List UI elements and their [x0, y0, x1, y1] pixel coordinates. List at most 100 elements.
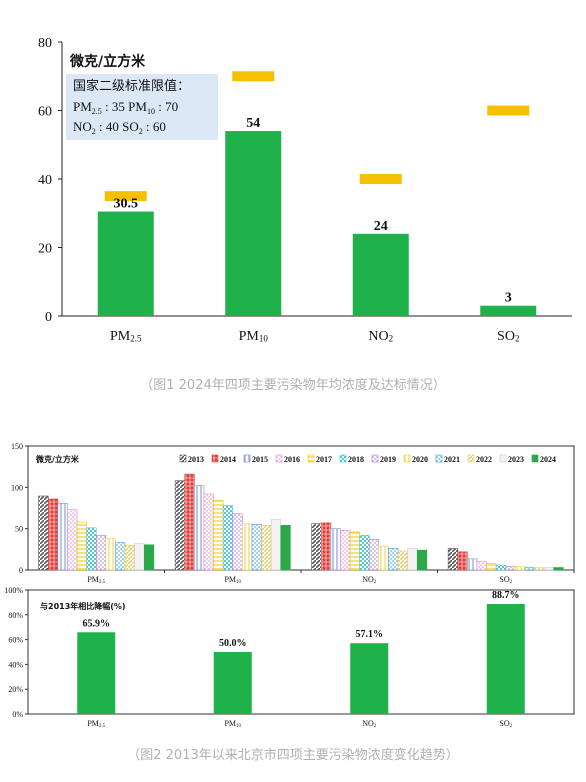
- bar-PM2.5-2021: [115, 542, 126, 571]
- figure1-unit-label: 微克/立方米: [69, 53, 146, 70]
- legend-swatch-2021: [435, 454, 443, 463]
- bar-PM10-2022: [261, 525, 272, 571]
- figure1-chart: 0 20 40 60 80 30.5 54 24 3 PM2.5 PM10 NO2 SO2 国家二级…: [38, 36, 572, 344]
- bar-PM10-2015: [194, 485, 205, 571]
- y-tick-label: 50: [15, 525, 23, 534]
- bar-NO2-2021: [388, 548, 399, 571]
- legend-label-2016: 2016: [284, 455, 300, 464]
- value-label-PM10: 50.0%: [219, 638, 247, 649]
- bar-PM10-2024: [280, 525, 291, 571]
- bar-NO2-2023: [407, 548, 418, 571]
- value-label-SO2: 3: [505, 291, 512, 306]
- bar-SO2-2024: [553, 567, 564, 571]
- legend-swatch-2023: [499, 454, 507, 463]
- standard-limit-box: 国家二级标准限值： PM2.5 : 35 PM10 : 70 NO2 : 40 …: [66, 74, 218, 140]
- bar-PM10-2020: [242, 523, 253, 571]
- figure2-legend: 2013 2014 2015 2016 2017 2018 2019 2020 2021 2022…: [179, 454, 556, 464]
- y-tick-label: 20%: [8, 685, 23, 694]
- legend-label-2024: 2024: [540, 455, 556, 464]
- category-label-PM10: PM10: [224, 575, 241, 585]
- figure1-caption: （图1 2024年四项主要污染物年均浓度及达标情况）: [140, 378, 446, 393]
- figure2-bottom-title: 与2013年相比降幅(%): [40, 601, 126, 611]
- y-tick-label: 100: [11, 483, 23, 492]
- bar-NO2-2024: [416, 549, 428, 571]
- figure2-bottom-value-labels: 65.9% 50.0% 57.1% 88.7%: [83, 590, 520, 649]
- bar-SO2-2018: [495, 564, 507, 571]
- figure1-bars: [97, 131, 537, 316]
- bar-SO2-2013: [447, 548, 459, 571]
- legend-swatch-2017: [307, 454, 315, 463]
- standard-box-line-2: NO2 : 40 SO2 : 60: [73, 119, 166, 136]
- bar-PM10-2023: [270, 519, 282, 571]
- value-label-NO2: 24: [374, 219, 388, 234]
- bar-PM2.5: [97, 211, 154, 316]
- category-label-PM2.5: PM2.5: [87, 575, 105, 585]
- legend-label-2017: 2017: [316, 455, 332, 464]
- bar-SO2-2020: [515, 566, 526, 571]
- figure2-top-frame: [27, 445, 575, 571]
- bar-SO2-2016: [476, 561, 487, 571]
- standard-box-line-1: PM2.5 : 35 PM10 : 70: [73, 99, 178, 116]
- value-label-NO2: 57.1%: [356, 629, 384, 640]
- bar-PM10-2013: [174, 480, 186, 571]
- category-label-PM10: PM10: [239, 329, 269, 344]
- bar-PM2.5-2018: [86, 527, 97, 571]
- bar-SO2-2014: [457, 551, 468, 571]
- figure2-bottom-axes: 0% 20% 40% 60% 80% 100%: [4, 586, 28, 719]
- figure1-value-labels: 30.5 54 24 3: [114, 116, 512, 306]
- y-tick-label: 0: [45, 310, 52, 325]
- bar-PM10-2017: [213, 500, 224, 571]
- bar-PM2.5: [77, 632, 116, 714]
- figure2-caption: （图2 2013年以来北京市四项主要污染物浓度变化趋势）: [127, 748, 459, 763]
- category-label-NO2: NO2: [362, 575, 377, 585]
- legend-label-2013: 2013: [188, 455, 204, 464]
- bar-NO2: [350, 643, 389, 714]
- bar-PM2.5-2013: [38, 495, 49, 571]
- legend-swatch-2024: [531, 454, 539, 463]
- legend-swatch-2019: [371, 454, 379, 463]
- bar-SO2-2019: [505, 566, 516, 571]
- bar-PM2.5-2022: [124, 544, 135, 571]
- bar-PM10-2018: [222, 505, 234, 571]
- bar-PM2.5-2016: [67, 509, 78, 571]
- bar-PM10: [225, 131, 282, 316]
- bar-NO2-2013: [311, 523, 322, 571]
- legend-swatch-2015: [243, 454, 251, 463]
- bar-PM2.5-2014: [47, 498, 59, 571]
- legend-label-2019: 2019: [380, 455, 396, 464]
- bar-NO2-2015: [330, 528, 341, 571]
- legend-label-2021: 2021: [444, 455, 460, 464]
- bar-SO2-2023: [543, 567, 555, 571]
- bar-PM10-2016: [203, 493, 214, 571]
- legend-swatch-2013: [179, 454, 187, 463]
- bar-SO2-2015: [467, 558, 478, 571]
- bar-PM2.5-2019: [95, 534, 107, 571]
- bar-NO2-2017: [349, 531, 360, 571]
- y-tick-label: 60: [38, 105, 52, 120]
- y-tick-label: 0: [19, 566, 23, 575]
- y-tick-label: 80%: [8, 611, 23, 620]
- value-label-PM2.5: 30.5: [114, 197, 139, 212]
- figure2-unit-label: 微克/立方米: [35, 454, 80, 464]
- figure2-top-axes: 0 50 100 150: [11, 442, 28, 575]
- legend-swatch-2014: [211, 454, 219, 463]
- bar-NO2-2016: [340, 530, 351, 571]
- y-tick-label: 0%: [12, 710, 23, 719]
- legend-swatch-2018: [339, 454, 347, 463]
- bar-SO2-2017: [486, 563, 497, 571]
- bar-PM10: [213, 652, 252, 714]
- legend-label-2023: 2023: [508, 455, 524, 464]
- legend-label-2018: 2018: [348, 455, 364, 464]
- figure2-bottom-bars: [77, 604, 525, 714]
- bar-PM2.5-2017: [76, 521, 87, 571]
- standard-mark-PM10: [232, 71, 275, 82]
- y-tick-label: 60%: [8, 636, 23, 645]
- bar-NO2-2019: [368, 539, 380, 571]
- bar-PM10-2019: [232, 513, 243, 571]
- value-label-SO2: 88.7%: [492, 590, 520, 601]
- bar-NO2: [352, 233, 409, 316]
- bar-NO2-2022: [397, 550, 408, 571]
- bar-NO2-2018: [359, 534, 370, 571]
- category-label-PM10: PM10: [224, 719, 241, 729]
- standard-mark-NO2: [359, 174, 402, 184]
